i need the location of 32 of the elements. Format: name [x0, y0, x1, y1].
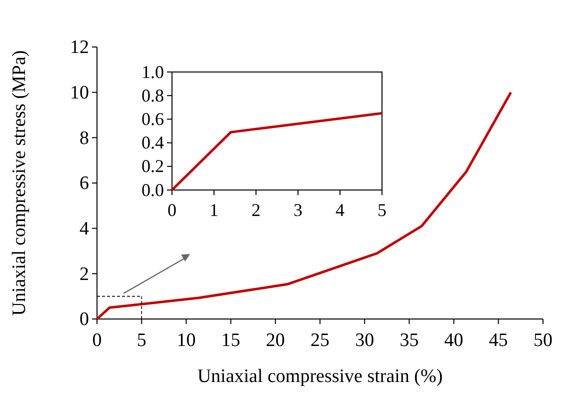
- x-tick-label: 0: [168, 200, 176, 220]
- x-tick-label: 20: [266, 330, 285, 351]
- x-tick-label: 2: [252, 200, 260, 220]
- y-tick-label: 0.8: [142, 85, 164, 106]
- y-tick-label: 0.2: [142, 156, 164, 176]
- line-series: [96, 91, 512, 320]
- y-tick-label: 2: [80, 264, 89, 285]
- x-tick-label: 1: [210, 200, 218, 220]
- x-tick-label: 5: [136, 330, 146, 351]
- y-axis-title: Uniaxial compressive stress (MPa): [9, 50, 30, 316]
- y-tick-label: 0.4: [142, 132, 164, 153]
- x-tick-label: 10: [176, 330, 196, 351]
- x-tick-label: 35: [400, 330, 419, 351]
- x-tick-label: 30: [355, 330, 374, 351]
- x-tick-label: 4: [336, 200, 344, 220]
- x-tick-label: 50: [534, 330, 552, 351]
- y-tick-label: 1.0: [142, 62, 164, 82]
- y-tick-label: 8: [80, 128, 89, 149]
- x-tick-label: 3: [294, 200, 302, 220]
- x-tick-label: 45: [488, 330, 508, 351]
- y-tick-label: 4: [80, 218, 90, 240]
- x-axis-title: Uniaxial compressive strain (%): [197, 366, 443, 387]
- y-tick-label: 6: [80, 173, 89, 194]
- x-tick-label: 25: [310, 330, 330, 351]
- y-tick-label: 0.0: [142, 180, 164, 200]
- x-tick-label: 5: [378, 200, 386, 220]
- y-tick-label: 0.6: [142, 108, 164, 129]
- y-tick-label: 12: [70, 37, 89, 58]
- x-tick-label: 40: [444, 330, 464, 351]
- y-tick-label: 10: [70, 82, 89, 104]
- y-tick-label: 0: [80, 309, 89, 330]
- x-tick-label: 15: [221, 330, 240, 351]
